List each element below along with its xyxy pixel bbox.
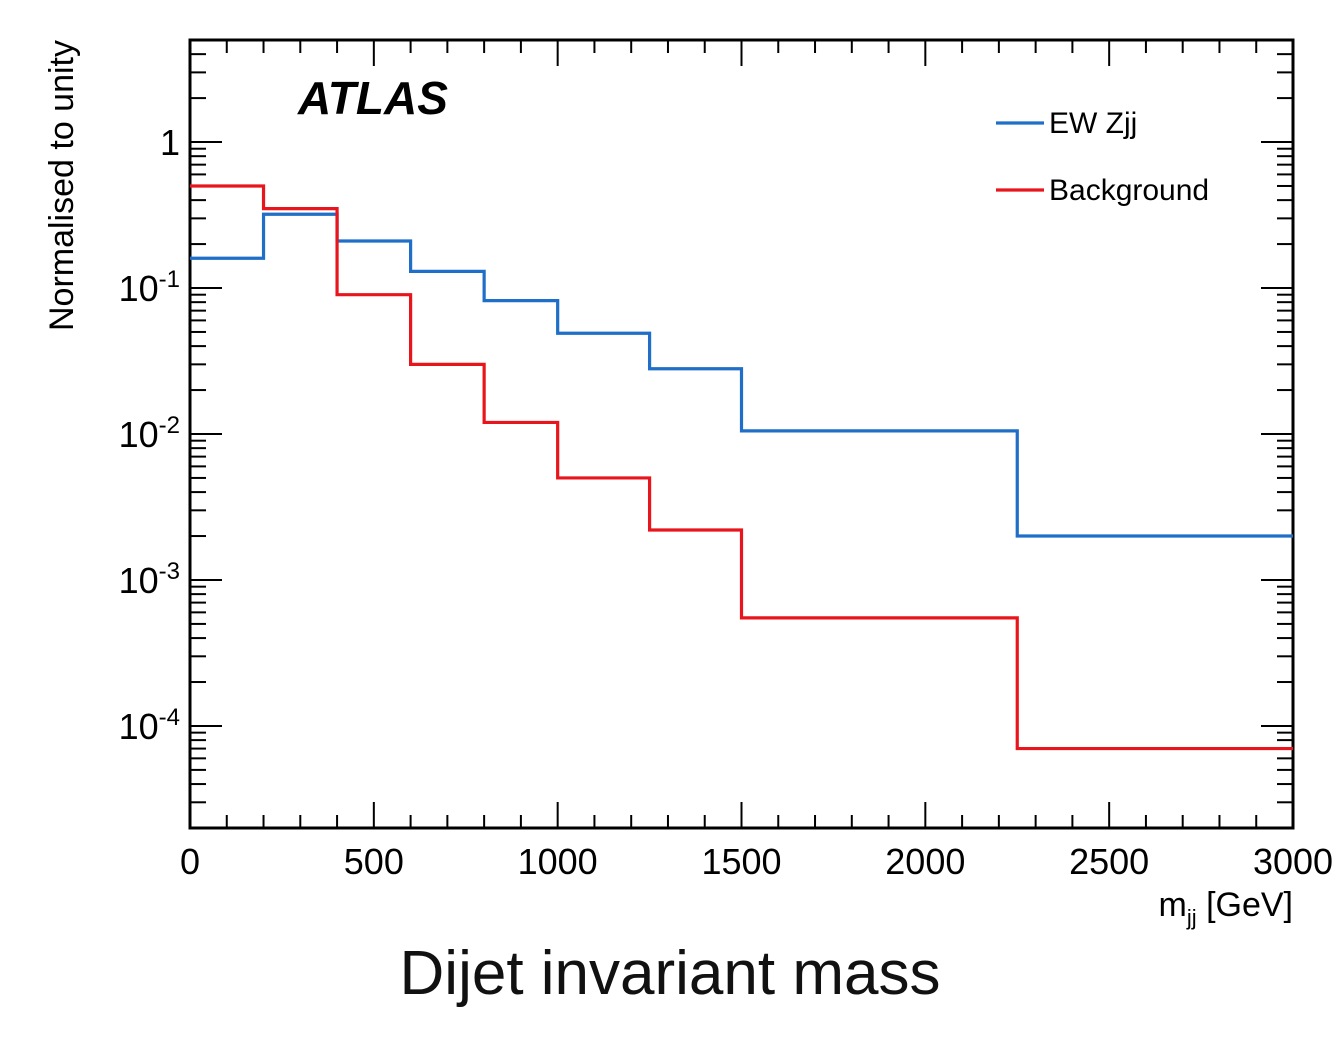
y-tick-label: 10-3	[119, 558, 180, 601]
x-tick-label: 3000	[1253, 841, 1333, 882]
x-tick-label: 2500	[1069, 841, 1149, 882]
atlas-label: ATLAS	[297, 72, 448, 124]
series-line-ew-zjj	[190, 212, 1293, 538]
x-axis-title: mjj [GeV]	[1159, 886, 1293, 930]
y-axis-title: Normalised to unity	[43, 40, 81, 331]
legend-label: EW Zjj	[1049, 107, 1137, 140]
x-tick-label: 0	[180, 841, 200, 882]
x-tick-label: 2000	[885, 841, 965, 882]
x-tick-label: 1000	[518, 841, 598, 882]
legend: EW Zjj Background	[996, 107, 1209, 207]
x-tick-label: 1500	[701, 841, 781, 882]
y-tick-label: 1	[160, 122, 180, 163]
y-tick-label: 10-2	[119, 412, 180, 455]
y-tick-label: 10-4	[119, 704, 180, 747]
x-tick-label: 500	[344, 841, 404, 882]
series-line-background	[190, 184, 1293, 751]
plot-frame	[188, 38, 1295, 830]
legend-label: Background	[1049, 174, 1209, 207]
figure-caption: Dijet invariant mass	[399, 939, 941, 1008]
y-tick-label: 10-1	[119, 266, 180, 309]
chart: 0 500 1000 1500 2000 2500 3000 1 10-1 10-2 10-3 10-…	[43, 38, 1333, 930]
